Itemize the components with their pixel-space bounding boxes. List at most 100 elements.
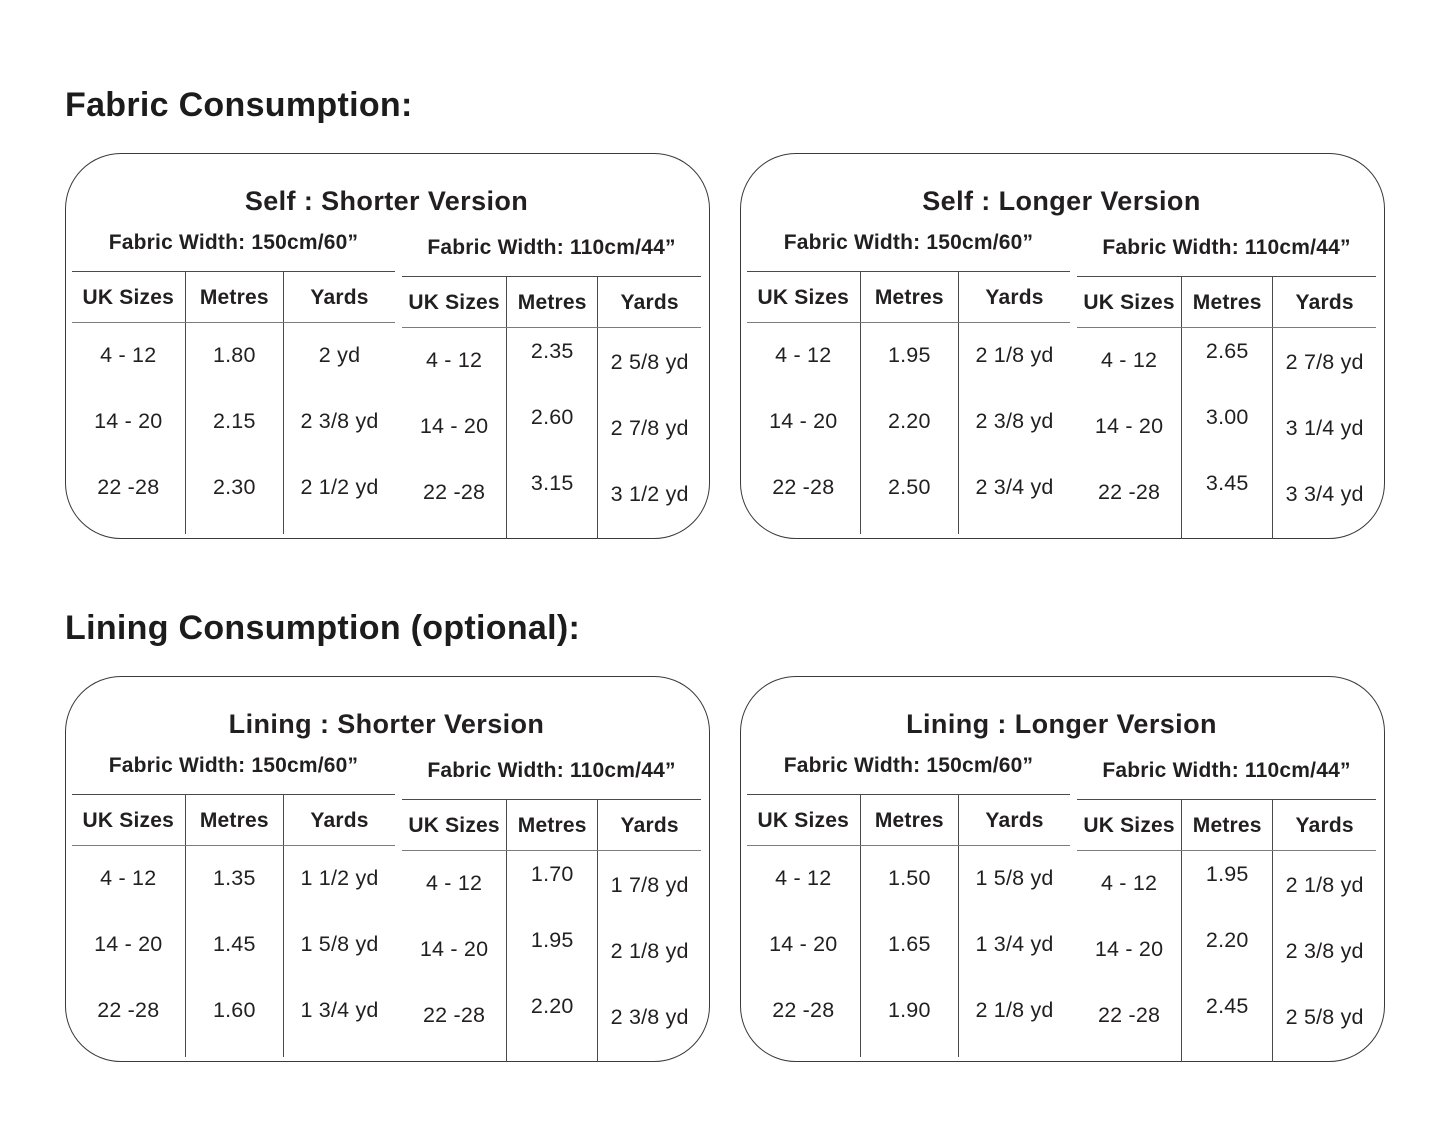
yards-cell: 1 5/8 yd (284, 912, 395, 978)
boxes-row: Self : Shorter Version Fabric Width: 150c… (65, 153, 1385, 539)
metres-cell: 2.20 (506, 983, 599, 1062)
table-row: 4 - 12 1.95 2 1/8 yd (747, 322, 1070, 389)
tables-row: Fabric Width: 150cm/60” UK Sizes Metres Yar… (72, 231, 701, 539)
table-body: 4 - 12 1.95 2 1/8 yd 14 - 20 2.20 2 3/8 yd 22 … (747, 322, 1070, 534)
table-row: 22 -28 2.45 2 5/8 yd (1077, 983, 1376, 1062)
cell-value: 2 3/8 yd (610, 1005, 689, 1029)
yards-cell: 2 5/8 yd (598, 328, 701, 395)
cell-value: 1.95 (887, 343, 931, 367)
column-header: UK Sizes (72, 794, 186, 846)
table-row: 14 - 20 2.20 2 3/8 yd (747, 389, 1070, 455)
cell-value: 2 7/8 yd (1285, 350, 1364, 374)
table-body: 4 - 12 2.35 2 5/8 yd 14 - 20 2.60 2 7/8 yd 22 … (402, 327, 701, 539)
fabric-width-caption: Fabric Width: 150cm/60” (108, 231, 359, 254)
metres-cell: 2.50 (860, 455, 960, 534)
table-body: 4 - 12 1.80 2 yd 14 - 20 2.15 2 3/8 yd 22 -28 2… (72, 322, 395, 534)
size-table: UK Sizes Metres Yards 4 - 12 1.95 2 1/8 yd 14 … (1077, 799, 1376, 1062)
size-cell: 4 - 12 (1077, 850, 1183, 917)
cell-value: 4 - 12 (425, 871, 483, 895)
yards-cell: 2 3/8 yd (1273, 917, 1376, 983)
table-row: 14 - 20 2.20 2 3/8 yd (1077, 917, 1376, 983)
column-header: Metres (1181, 799, 1274, 851)
column-header: UK Sizes (747, 794, 861, 846)
size-cell: 22 -28 (402, 460, 508, 539)
column-header: Yards (597, 799, 701, 851)
fabric-width-table-block: Fabric Width: 110cm/44” UK Sizes Metres Yar… (402, 759, 701, 1062)
size-cell: 4 - 12 (72, 845, 186, 912)
size-cell: 4 - 12 (747, 322, 861, 389)
cell-value: 2 1/8 yd (975, 343, 1054, 367)
table-header: UK Sizes Metres Yards (402, 276, 701, 328)
box-title: Self : Shorter Version (244, 186, 529, 216)
consumption-box: Self : Longer Version Fabric Width: 150cm… (740, 153, 1385, 539)
size-cell: 22 -28 (72, 455, 186, 534)
fabric-width-caption: Fabric Width: 110cm/44” (1102, 759, 1351, 782)
cell-value: 4 - 12 (100, 866, 157, 890)
cell-value: 22 -28 (97, 998, 160, 1022)
yards-cell: 3 1/4 yd (1273, 394, 1376, 460)
table-row: 22 -28 1.90 2 1/8 yd (747, 978, 1070, 1057)
cell-value: 2.50 (887, 475, 931, 499)
column-header: Yards (283, 794, 395, 846)
consumption-box: Self : Shorter Version Fabric Width: 150c… (65, 153, 710, 539)
column-header: Metres (185, 794, 285, 846)
table-row: 22 -28 1.60 1 3/4 yd (72, 978, 395, 1057)
cell-value: 2 3/8 yd (300, 409, 379, 433)
size-cell: 4 - 12 (747, 845, 861, 912)
cell-value: 14 - 20 (1094, 937, 1164, 961)
fabric-width-table-block: Fabric Width: 150cm/60” UK Sizes Metres Yar… (72, 754, 395, 1062)
cell-value: 14 - 20 (769, 932, 838, 956)
size-cell: 22 -28 (1077, 460, 1183, 539)
cell-value: 2.20 (887, 409, 931, 433)
fabric-width-table-block: Fabric Width: 110cm/44” UK Sizes Metres Yar… (1077, 236, 1376, 539)
cell-value: 1.65 (887, 932, 931, 956)
table-body: 4 - 12 1.95 2 1/8 yd 14 - 20 2.20 2 3/8 yd 22 … (1077, 850, 1376, 1062)
cell-value: 22 -28 (1097, 480, 1161, 504)
cell-value: 3.15 (530, 471, 574, 495)
cell-value: 22 -28 (422, 480, 486, 504)
cell-value: 1.70 (530, 862, 574, 886)
yards-cell: 2 5/8 yd (1273, 983, 1376, 1062)
cell-value: 1.50 (887, 866, 931, 890)
size-cell: 22 -28 (1077, 983, 1183, 1062)
cell-value: 2 1/8 yd (975, 998, 1054, 1022)
column-header: Metres (1181, 276, 1274, 328)
table-header: UK Sizes Metres Yards (1077, 276, 1376, 328)
table-header: UK Sizes Metres Yards (72, 794, 395, 846)
table-row: 22 -28 3.15 3 1/2 yd (402, 460, 701, 539)
cell-value: 2.65 (1205, 339, 1249, 363)
cell-value: 14 - 20 (769, 409, 838, 433)
cell-value: 2.15 (212, 409, 256, 433)
cell-value: 4 - 12 (100, 343, 157, 367)
cell-value: 1.95 (530, 928, 574, 952)
table-body: 4 - 12 2.65 2 7/8 yd 14 - 20 3.00 3 1/4 yd 22 … (1077, 327, 1376, 539)
fabric-width-table-block: Fabric Width: 150cm/60” UK Sizes Metres Yar… (747, 231, 1070, 539)
section-heading: Lining Consumption (optional): (65, 609, 581, 647)
box-title: Self : Longer Version (922, 186, 1201, 216)
yards-cell: 1 5/8 yd (959, 846, 1070, 913)
size-cell: 22 -28 (72, 978, 186, 1057)
fabric-width-table-block: Fabric Width: 110cm/44” UK Sizes Metres Yar… (402, 236, 701, 539)
cell-value: 2.20 (530, 994, 574, 1018)
metres-cell: 2.15 (185, 389, 285, 455)
metres-cell: 1.45 (185, 912, 285, 978)
column-header: Yards (1272, 276, 1376, 328)
column-header: Yards (597, 276, 701, 328)
yards-cell: 1 1/2 yd (284, 846, 395, 913)
size-table: UK Sizes Metres Yards 4 - 12 1.80 2 yd 14 - 20… (72, 271, 395, 534)
cell-value: 22 -28 (772, 998, 835, 1022)
cell-value: 3 1/2 yd (610, 482, 689, 506)
table-row: 4 - 12 1.80 2 yd (72, 322, 395, 389)
table-row: 14 - 20 2.60 2 7/8 yd (402, 394, 701, 460)
metres-cell: 3.15 (506, 460, 599, 539)
metres-cell: 3.45 (1181, 460, 1274, 539)
metres-cell: 1.35 (185, 845, 285, 912)
column-header: Metres (506, 276, 599, 328)
column-header: UK Sizes (747, 271, 861, 323)
header-row: UK Sizes Metres Yards (747, 794, 1070, 846)
header-row: UK Sizes Metres Yards (72, 794, 395, 846)
size-cell: 14 - 20 (72, 389, 186, 455)
yards-cell: 3 3/4 yd (1273, 460, 1376, 539)
header-row: UK Sizes Metres Yards (402, 799, 701, 851)
cell-value: 4 - 12 (1100, 348, 1158, 372)
